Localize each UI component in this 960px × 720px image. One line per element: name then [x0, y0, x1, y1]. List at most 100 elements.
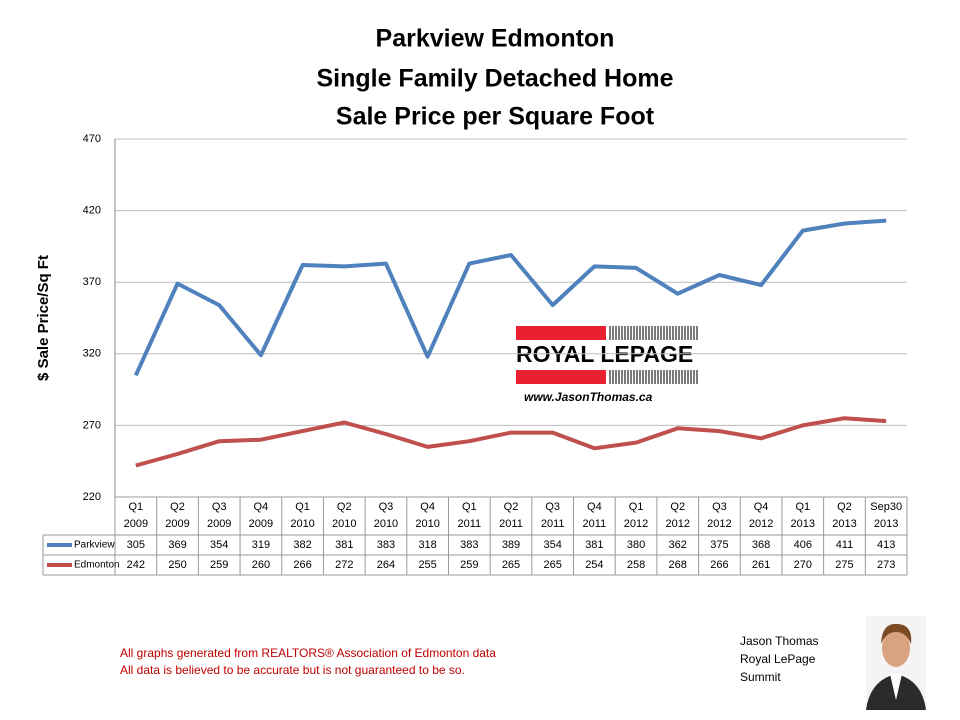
logo-bar	[516, 326, 606, 340]
table-value: 260	[252, 559, 270, 571]
line-series	[135, 416, 887, 468]
table-value: 382	[293, 539, 311, 551]
table-value: 275	[835, 559, 853, 571]
footnote: All data is believed to be accurate but …	[120, 663, 465, 677]
table-value: 413	[877, 539, 895, 551]
portrait	[866, 616, 926, 710]
x-tick-label: 2012	[707, 518, 731, 530]
x-tick-label: Q4	[754, 501, 769, 513]
x-tick-label: 2009	[207, 518, 231, 530]
x-tick-label: 2010	[290, 518, 314, 530]
table-value: 268	[669, 559, 687, 571]
signature: Summit	[740, 670, 781, 684]
logo-url: www.JasonThomas.ca	[524, 390, 653, 404]
y-tick-label: 370	[83, 276, 101, 288]
x-tick-label: Q2	[670, 501, 685, 513]
y-tick-label: 270	[83, 419, 101, 431]
chart-title: Single Family Detached Home	[316, 65, 673, 93]
x-tick-label: Q4	[587, 501, 602, 513]
x-tick-label: Q1	[462, 501, 477, 513]
table-value: 383	[460, 539, 478, 551]
table-value: 389	[502, 539, 520, 551]
legend-label: Parkview	[74, 540, 115, 551]
legend-label: Edmonton	[74, 560, 120, 571]
table-value: 258	[627, 559, 645, 571]
table-value: 375	[710, 539, 728, 551]
table-value: 380	[627, 539, 645, 551]
x-tick-label: 2009	[124, 518, 148, 530]
table-value: 265	[502, 559, 520, 571]
x-tick-label: 2009	[249, 518, 273, 530]
y-axis-label: $ Sale Price/Sq Ft	[35, 255, 52, 381]
signature: Jason Thomas	[740, 634, 819, 648]
x-tick-label: 2010	[415, 518, 439, 530]
table-value: 383	[377, 539, 395, 551]
chart-title: Parkview Edmonton	[376, 25, 615, 53]
y-tick-label: 320	[83, 348, 101, 360]
x-tick-label: Q2	[837, 501, 852, 513]
table-value: 259	[210, 559, 228, 571]
y-tick-label: 220	[83, 491, 101, 503]
y-tick-label: 420	[83, 205, 101, 217]
table-value: 242	[127, 559, 145, 571]
x-tick-label: Q3	[712, 501, 727, 513]
signature: Royal LePage	[740, 652, 816, 666]
table-value: 369	[168, 539, 186, 551]
x-tick-label: Q3	[379, 501, 394, 513]
x-tick-label: 2011	[583, 518, 607, 530]
table-value: 273	[877, 559, 895, 571]
x-tick-label: 2011	[457, 518, 481, 530]
table-value: 265	[544, 559, 562, 571]
x-tick-label: 2012	[665, 518, 689, 530]
table-value: 250	[168, 559, 186, 571]
table-value: 305	[127, 539, 145, 551]
x-tick-label: Q3	[212, 501, 227, 513]
x-tick-label: Q3	[545, 501, 560, 513]
x-tick-label: Q1	[795, 501, 810, 513]
y-tick-label: 470	[83, 133, 101, 145]
table-value: 318	[418, 539, 436, 551]
table-value: 266	[710, 559, 728, 571]
x-tick-label: Sep30	[870, 501, 902, 513]
table-value: 411	[836, 539, 854, 551]
table-value: 264	[377, 559, 395, 571]
x-tick-label: Q2	[170, 501, 185, 513]
table-value: 354	[544, 539, 562, 551]
logo-bar	[516, 370, 606, 384]
x-tick-label: 2009	[165, 518, 189, 530]
table-value: 381	[585, 539, 603, 551]
line-series	[133, 218, 887, 377]
x-tick-label: 2013	[874, 518, 898, 530]
table-value: 406	[794, 539, 812, 551]
table-value: 259	[460, 559, 478, 571]
x-tick-label: 2013	[791, 518, 815, 530]
x-tick-label: 2010	[332, 518, 356, 530]
table-value: 354	[210, 539, 228, 551]
x-tick-label: Q1	[629, 501, 644, 513]
table-value: 362	[669, 539, 687, 551]
x-tick-label: 2012	[624, 518, 648, 530]
footnote: All graphs generated from REALTORS® Asso…	[120, 646, 496, 660]
x-tick-label: Q4	[254, 501, 269, 513]
chart-title: Sale Price per Square Foot	[336, 103, 655, 131]
table-value: 254	[585, 559, 603, 571]
table-value: 270	[794, 559, 812, 571]
table-value: 272	[335, 559, 353, 571]
x-tick-label: Q1	[295, 501, 310, 513]
x-tick-label: 2011	[499, 518, 523, 530]
table-value: 368	[752, 539, 770, 551]
x-tick-label: Q2	[337, 501, 352, 513]
x-tick-label: Q4	[420, 501, 435, 513]
table-value: 261	[752, 559, 770, 571]
table-value: 255	[418, 559, 436, 571]
x-tick-label: 2013	[832, 518, 856, 530]
table-value: 266	[293, 559, 311, 571]
x-tick-label: Q2	[504, 501, 519, 513]
table-value: 381	[335, 539, 353, 551]
table-value: 319	[252, 539, 270, 551]
x-tick-label: Q1	[128, 501, 143, 513]
x-tick-label: 2012	[749, 518, 773, 530]
x-tick-label: 2011	[541, 518, 565, 530]
